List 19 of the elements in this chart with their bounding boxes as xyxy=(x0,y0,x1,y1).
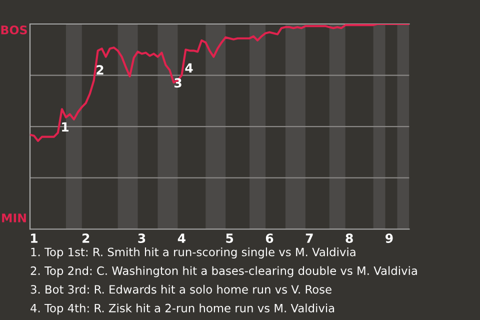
annotation: 1 xyxy=(62,122,68,132)
x-tick-label: 3 xyxy=(138,234,146,243)
annotation: 3 xyxy=(174,78,182,88)
text: 1. Top 1st: R. Smith hit a run-scoring single vs M. Valdivia xyxy=(31,247,356,259)
text: MIN xyxy=(2,214,26,222)
text: 4. Top 4th: R. Zisk hit a 2-run home run vs M. Valdivia xyxy=(30,304,334,315)
x-tick-label: 7 xyxy=(306,234,313,243)
annotation: 2 xyxy=(96,65,104,74)
x-tick-label: 9 xyxy=(386,234,393,243)
x-tick-label: 6 xyxy=(266,234,274,243)
text: 3. Bot 3rd: R. Edwards hit a solo home run vs V. Rose xyxy=(30,284,332,294)
annotation: 4 xyxy=(185,63,193,72)
text: BOS xyxy=(1,25,27,34)
x-tick-label: 5 xyxy=(226,234,234,243)
x-tick-label: 1 xyxy=(31,234,38,243)
x-tick-label: 8 xyxy=(346,234,353,243)
x-tick-label: 4 xyxy=(178,234,186,243)
text: 2. Top 2nd: C. Washington hit a bases-clearing double vs M. Valdivia xyxy=(30,266,417,278)
x-tick-label: 2 xyxy=(82,234,90,243)
